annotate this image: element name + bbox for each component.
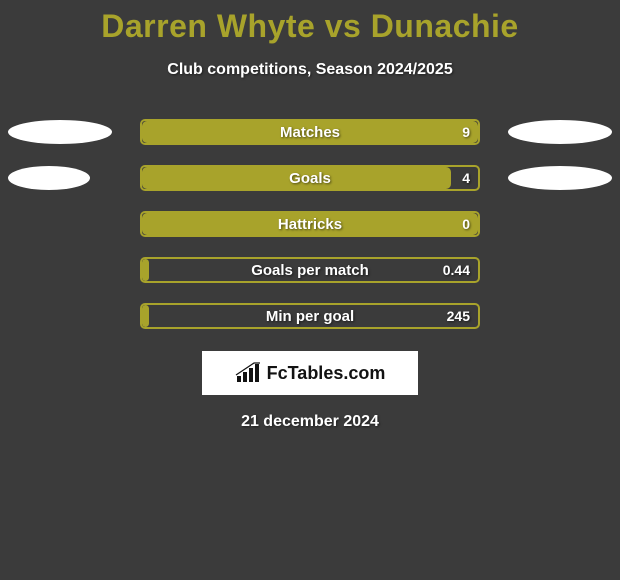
logo-box: FcTables.com bbox=[202, 351, 418, 395]
stat-row: Matches9 bbox=[0, 119, 620, 145]
bar-track: Min per goal245 bbox=[140, 303, 480, 329]
bar-fill bbox=[142, 305, 149, 327]
left-ellipse bbox=[8, 120, 112, 144]
bar-value: 245 bbox=[447, 305, 470, 327]
stat-row: Goals per match0.44 bbox=[0, 257, 620, 283]
bar-chart-icon bbox=[235, 362, 261, 384]
bar-track: Goals per match0.44 bbox=[140, 257, 480, 283]
subtitle: Club competitions, Season 2024/2025 bbox=[0, 61, 620, 79]
right-ellipse bbox=[508, 166, 612, 190]
date-line: 21 december 2024 bbox=[0, 413, 620, 431]
stat-row: Goals4 bbox=[0, 165, 620, 191]
stats-area: Matches9 Goals4 Hattricks0 Goals per match0… bbox=[0, 119, 620, 329]
bar-fill bbox=[142, 167, 451, 189]
bar-fill bbox=[142, 121, 478, 143]
comparison-card: Darren Whyte vs Dunachie Club competitio… bbox=[0, 0, 620, 580]
bar-track: Matches9 bbox=[140, 119, 480, 145]
left-ellipse bbox=[8, 166, 90, 190]
bar-fill bbox=[142, 259, 149, 281]
bar-track: Hattricks0 bbox=[140, 211, 480, 237]
stat-row: Min per goal245 bbox=[0, 303, 620, 329]
bar-label: Goals per match bbox=[142, 259, 478, 281]
bar-value: 4 bbox=[462, 167, 470, 189]
bar-track: Goals4 bbox=[140, 165, 480, 191]
right-ellipse bbox=[508, 120, 612, 144]
bar-value: 0.44 bbox=[443, 259, 470, 281]
page-title: Darren Whyte vs Dunachie bbox=[0, 0, 620, 45]
bar-fill bbox=[142, 213, 478, 235]
logo-text: FcTables.com bbox=[267, 363, 386, 384]
stat-row: Hattricks0 bbox=[0, 211, 620, 237]
bar-label: Min per goal bbox=[142, 305, 478, 327]
